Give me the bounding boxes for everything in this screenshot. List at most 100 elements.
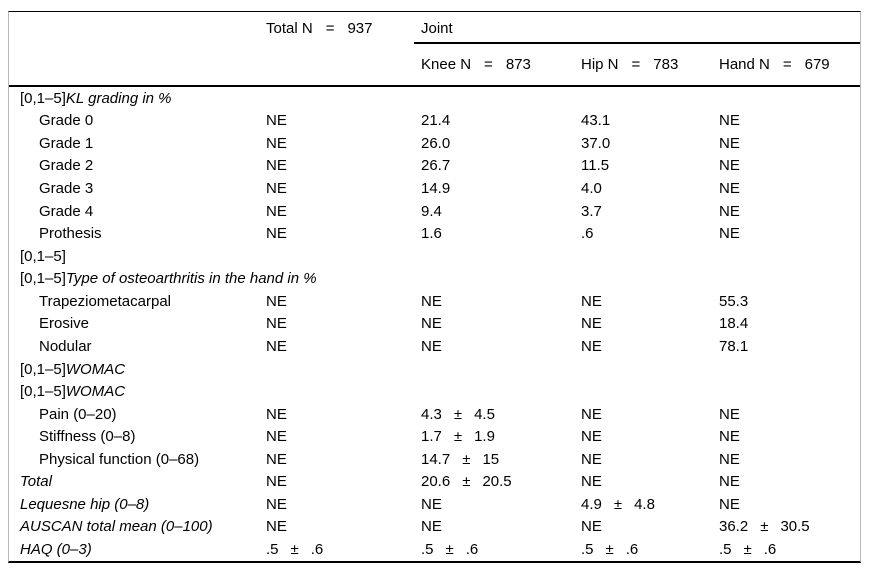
label-text: Physical function (0–68) [39,450,200,468]
knee-n-header: Knee N = 873 [421,56,581,73]
header-row-top: Total N = 937 Joint [9,12,860,44]
table-row: Grade 4 NE 9.4 3.7 NE [9,200,860,223]
value-mean: 4.9 [581,495,602,513]
row-label-cell: Grade 4 [9,203,266,220]
value-text: NE [719,495,740,513]
equals-sign: = [325,19,335,37]
value-mean: 20.6 [421,473,451,491]
value-cell: 3.7 [581,203,719,220]
value-cell: NE [266,473,421,490]
plus-minus-sign: ± [760,518,769,536]
value-cell: NE [719,496,860,513]
value-text: 21.4 [421,112,451,130]
table-row: Stiffness (0–8) NE 1.7 ±1.9 NE NE [9,425,860,448]
label-text: Lequesne hip (0–8) [20,495,150,513]
label-prefix: [0,1–5] [20,270,66,288]
label-text: Grade 3 [39,180,94,198]
label-text: Stiffness (0–8) [39,428,136,446]
value-cell: NE [266,225,421,242]
value-text: NE [719,112,740,130]
label-text: Grade 0 [39,112,94,130]
plus-minus-sign: ± [462,473,471,491]
value-sd: 4.8 [634,495,655,513]
table-row: Physical function (0–68) NE 14.7 ±15 NE NE [9,448,860,471]
value-mean: .5 [719,541,732,559]
plus-minus-sign: ± [462,450,471,468]
value-text: NE [719,180,740,198]
value-text: NE [266,315,287,333]
value-cell: NE [266,451,421,468]
value-sd: .6 [465,541,479,559]
value-text: NE [266,473,287,491]
row-label-cell: Lequesne hip (0–8) [9,496,266,513]
value-cell: NE [421,338,581,355]
value-text: NE [581,428,602,446]
label-text: Total [20,473,52,491]
hand-n-label: Hand N [719,56,770,73]
value-cell: .5 ± .6 [581,541,719,558]
value-text: 78.1 [719,337,749,355]
value-cell: 14.9 [421,180,581,197]
value-text: 26.0 [421,134,451,152]
value-cell: NE [719,135,860,152]
value-text: 14.9 [421,180,451,198]
value-text: NE [719,405,740,423]
value-text: NE [581,405,602,423]
row-label-cell: Erosive [9,315,266,332]
label-text: Trapeziometacarpal [39,292,172,310]
value-sd: 4.5 [474,405,495,423]
hip-n-header: Hip N = 783 [581,56,719,73]
joint-header: Joint [421,20,581,37]
value-cell: .5 ± .6 [421,541,581,558]
value-text: 4.0 [581,180,602,198]
value-cell: 78.1 [719,338,860,355]
value-cell: 26.0 [421,135,581,152]
value-text: NE [421,315,442,333]
value-cell: NE [719,406,860,423]
plus-minus-sign: ± [290,541,299,559]
table-body: [0,1–5]KL grading in % Grade 0 NE 21.4 43.1 N… [9,87,860,561]
hip-n-label: Hip N [581,56,619,73]
equals-sign: = [484,56,493,73]
value-text: NE [266,134,287,152]
value-cell: 4.0 [581,180,719,197]
table-row: Nodular NE NE NE 78.1 [9,335,860,358]
value-text: NE [581,450,602,468]
table-row: Grade 0 NE 21.4 43.1 NE [9,110,860,133]
value-cell: NE [266,157,421,174]
value-cell: NE [421,518,581,535]
value-cell: 20.6 ±20.5 [421,473,581,490]
value-cell: NE [581,518,719,535]
value-mean: .5 [266,541,279,559]
value-text: NE [581,337,602,355]
value-text: NE [266,225,287,243]
value-cell: .5 ± .6 [266,541,421,558]
label-prefix: [0,1–5] [20,360,66,378]
value-cell: NE [719,428,860,445]
total-n-header: Total N = 937 [266,20,421,37]
knee-n-value: 873 [505,56,531,73]
value-cell: 36.2 ±30.5 [719,518,860,535]
value-text: NE [266,337,287,355]
value-cell: NE [266,135,421,152]
row-label-cell: Total [9,473,266,490]
table-row: Grade 2 NE 26.7 11.5 NE [9,155,860,178]
value-text: 3.7 [581,202,602,220]
value-text: NE [266,518,287,536]
value-text: NE [266,405,287,423]
table-row: [0,1–5]WOMAC [9,358,860,381]
row-label-cell: Physical function (0–68) [9,451,266,468]
value-text: NE [266,292,287,310]
value-mean: 36.2 [719,518,749,536]
table-row: Erosive NE NE NE 18.4 [9,313,860,336]
value-cell: NE [719,112,860,129]
table-row: Trapeziometacarpal NE NE NE 55.3 [9,290,860,313]
value-cell: .5 ± .6 [719,541,860,558]
label-text: Prothesis [39,225,102,243]
value-cell: NE [719,157,860,174]
value-text: NE [421,337,442,355]
value-cell: 1.6 [421,225,581,242]
row-label-cell: [0,1–5]WOMAC [9,383,266,400]
table-row: Total NE 20.6 ±20.5 NE NE [9,471,860,494]
value-cell: NE [266,518,421,535]
